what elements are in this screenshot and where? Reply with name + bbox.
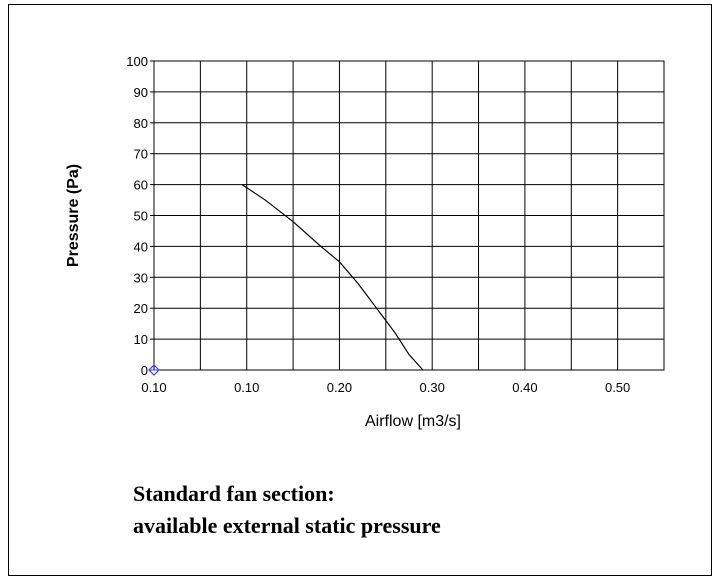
x-tick-labels: 0.10 0.10 0.20 0.30 0.40 0.50	[141, 380, 630, 395]
x-axis-label: Airflow [m3/s]	[365, 413, 461, 430]
y-tick-label: 10	[134, 332, 148, 347]
y-tick-label: 100	[126, 54, 148, 69]
y-tick-label: 90	[134, 85, 148, 100]
series-line	[241, 184, 424, 371]
x-tick-label: 0.10	[141, 380, 166, 395]
x-tick-label: 0.50	[605, 380, 630, 395]
y-tick-label: 20	[134, 301, 148, 316]
y-tick-label: 80	[134, 116, 148, 131]
x-tick-label: 0.10	[234, 380, 259, 395]
plot-border	[153, 60, 665, 371]
origin-marker-diamond	[148, 364, 160, 376]
x-tick-label: 0.40	[512, 380, 537, 395]
y-tick-labels: 0 10 20 30 40 50 60 70 80 90 100	[126, 54, 148, 378]
x-tick-label: 0.30	[420, 380, 445, 395]
caption-line-1: Standard fan section:	[133, 481, 335, 506]
origin-marker	[148, 364, 160, 376]
y-tick-label: 0	[141, 363, 148, 378]
y-tick-label: 70	[134, 147, 148, 162]
y-tick-label: 30	[134, 270, 148, 285]
y-axis-label: Pressure (Pa)	[65, 164, 82, 267]
y-tick-label: 40	[134, 239, 148, 254]
grid	[150, 60, 664, 371]
caption: Standard fan section: available external…	[133, 478, 441, 542]
plot-area-border	[153, 60, 665, 371]
y-tick-label: 50	[134, 209, 148, 224]
x-tick-label: 0.20	[327, 380, 352, 395]
chart-frame	[8, 4, 712, 576]
series	[148, 184, 424, 376]
caption-line-2: available external static pressure	[133, 513, 441, 538]
y-tick-label: 60	[134, 178, 148, 193]
